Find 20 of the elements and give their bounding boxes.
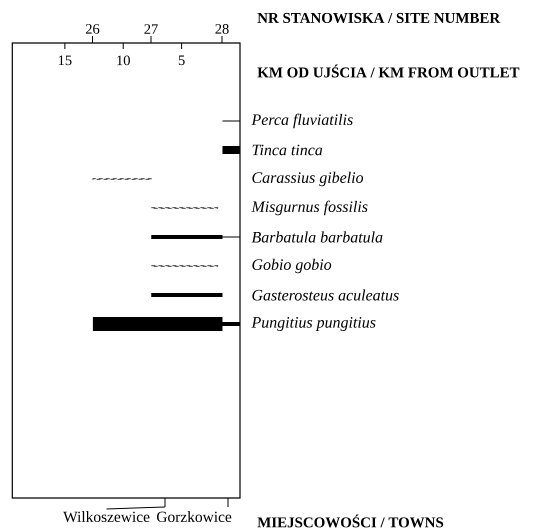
text: Gorzkowice — [156, 511, 232, 522]
y-tick-label: Misgurnus fossilis — [251, 200, 368, 216]
bar — [151, 292, 222, 297]
x-tick-label: 15 — [58, 55, 72, 66]
x-axis-title: KM OD UJŚCIA / KM FROM OUTLET — [257, 64, 520, 78]
text: MIEJSCOWOŚCI / TOWNS — [257, 514, 444, 528]
y-tick-label: Tinca tinca — [252, 144, 322, 156]
text: 27 — [144, 24, 158, 34]
text: 28 — [215, 24, 229, 34]
y-tick-label: Carassius gibelio — [252, 172, 364, 186]
text: NR STANOWISKA / SITE NUMBER — [257, 12, 500, 24]
x-tick-label: 10 — [117, 56, 130, 66]
y-tick-label: Perca fluviatilis — [251, 114, 353, 128]
y-tick-label: Pungitius pungitius — [251, 317, 376, 331]
text: Wilkoszewice — [63, 511, 150, 522]
y-tick-label: Barbatula barbatula — [252, 231, 382, 243]
y-tick-label: Gasterosteus aculeatus — [252, 289, 399, 301]
y-tick-label: Gobio gobio — [252, 258, 332, 274]
text: 26 — [86, 24, 100, 34]
x-tick-label: 5 — [178, 55, 185, 66]
